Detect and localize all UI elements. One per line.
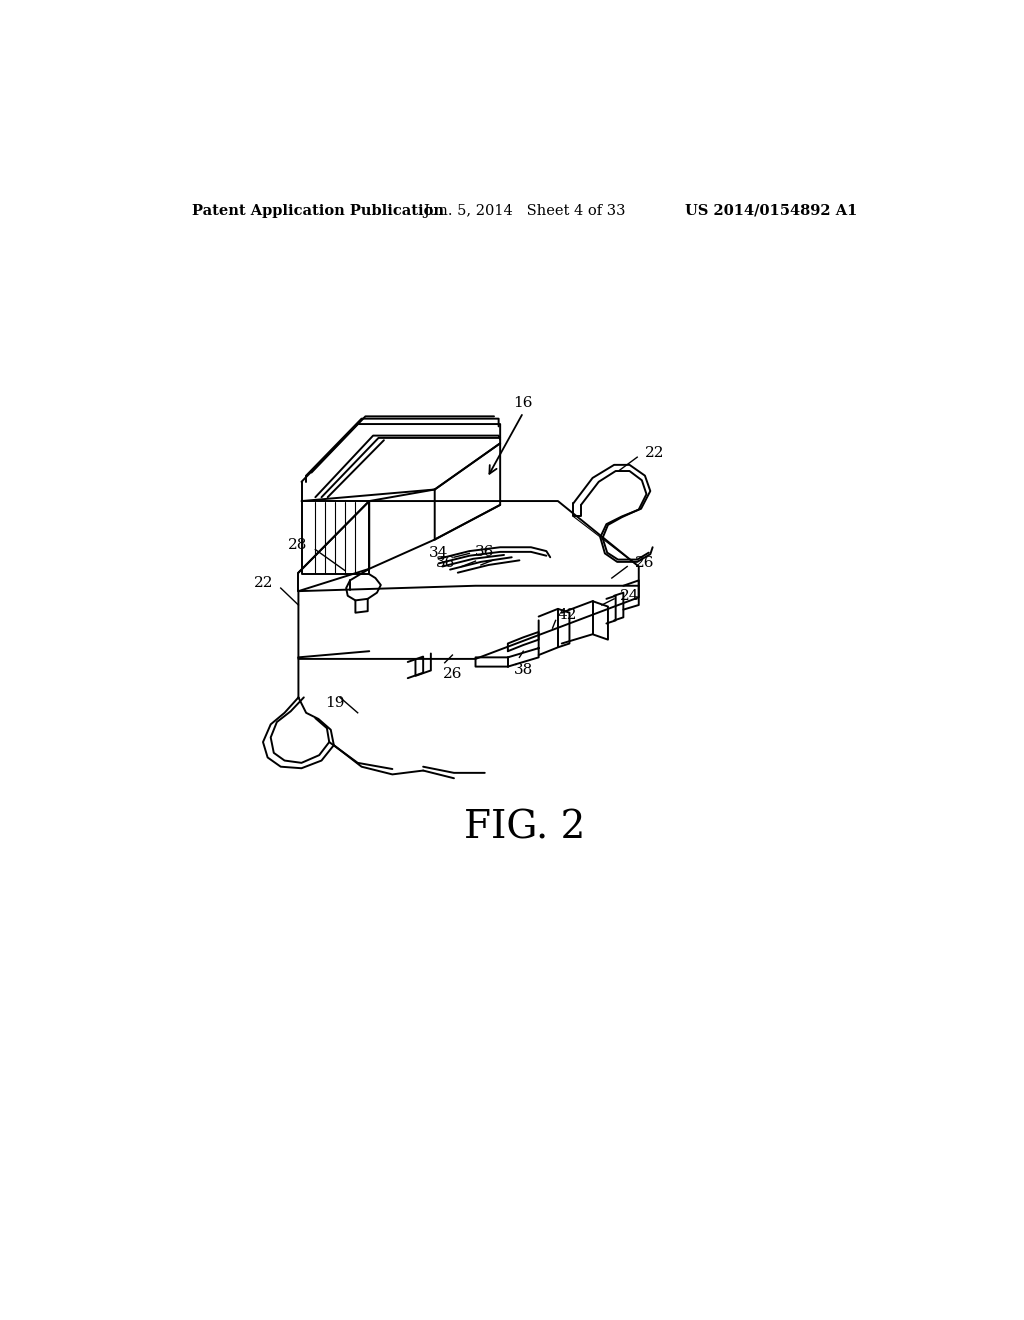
Text: 42: 42 [558, 609, 578, 622]
Text: 22: 22 [254, 577, 273, 590]
Text: 28: 28 [289, 539, 307, 552]
Text: 22: 22 [645, 446, 665, 459]
Text: 36: 36 [436, 556, 456, 570]
Text: 26: 26 [635, 556, 654, 570]
Text: FIG. 2: FIG. 2 [464, 809, 586, 847]
Text: Jun. 5, 2014   Sheet 4 of 33: Jun. 5, 2014 Sheet 4 of 33 [424, 203, 626, 218]
Text: US 2014/0154892 A1: US 2014/0154892 A1 [685, 203, 857, 218]
Text: 38: 38 [514, 663, 532, 677]
Text: 26: 26 [442, 667, 462, 681]
Text: Patent Application Publication: Patent Application Publication [193, 203, 444, 218]
Text: 19: 19 [325, 696, 344, 710]
Text: 24: 24 [621, 589, 640, 603]
Text: 34: 34 [428, 546, 447, 561]
Text: 36: 36 [475, 545, 495, 558]
Text: 16: 16 [513, 396, 534, 411]
